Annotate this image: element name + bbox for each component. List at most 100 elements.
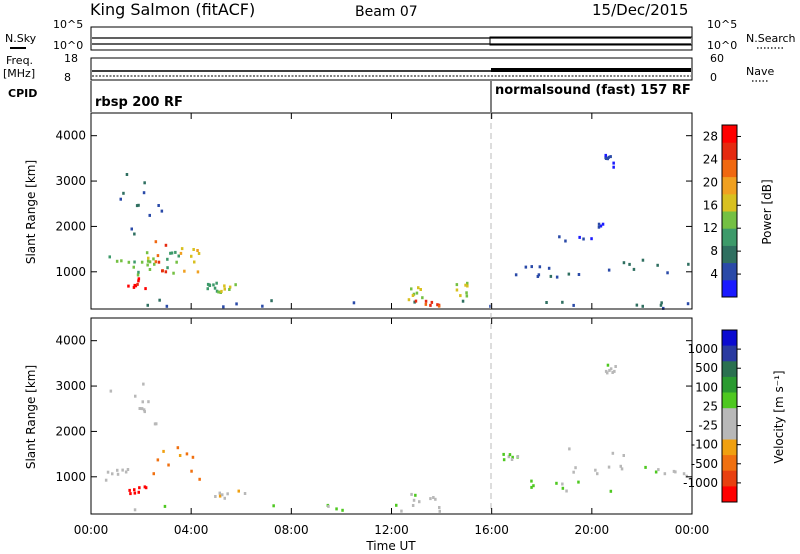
heatmap-cell bbox=[140, 260, 144, 264]
heatmap-cell bbox=[206, 282, 210, 286]
nsky-tick-high: 10^5 bbox=[53, 18, 83, 31]
heatmap-cell bbox=[565, 489, 568, 493]
heatmap-cell bbox=[141, 400, 144, 404]
heatmap-cell bbox=[597, 225, 601, 229]
heatmap-cell bbox=[174, 250, 177, 254]
velocity-panel: 1000 2000 3000 4000 Slant Range [km] 1000 50… bbox=[24, 317, 786, 515]
heatmap-cell bbox=[558, 235, 561, 239]
x-tick-label: 00:00 bbox=[74, 523, 109, 537]
power-frame bbox=[90, 112, 693, 310]
heatmap-cell bbox=[414, 299, 418, 303]
heatmap-cell bbox=[223, 496, 226, 500]
heatmap-cell bbox=[183, 269, 186, 273]
power-y-axis: 1000 2000 3000 4000 bbox=[55, 129, 692, 279]
nsearch-tick-low: 10^0 bbox=[707, 39, 737, 52]
heatmap-cell bbox=[327, 504, 330, 508]
heatmap-cell bbox=[143, 485, 147, 489]
heatmap-cell bbox=[146, 263, 149, 267]
heatmap-cell bbox=[662, 306, 665, 310]
colorbar-tick-label: 28 bbox=[703, 129, 718, 143]
y-tick-label: 2000 bbox=[55, 424, 86, 438]
beam-title: Beam 07 bbox=[355, 4, 418, 20]
heatmap-cell bbox=[164, 243, 168, 247]
y-tick-label: 4000 bbox=[55, 129, 86, 143]
heatmap-cell bbox=[612, 161, 615, 165]
heatmap-cell bbox=[196, 270, 200, 274]
heatmap-cell bbox=[196, 249, 199, 252]
heatmap-cell bbox=[136, 282, 139, 286]
colorbar-swatch bbox=[722, 376, 737, 393]
heatmap-cell bbox=[223, 287, 226, 291]
heatmap-cell bbox=[654, 470, 658, 474]
heatmap-cell bbox=[432, 496, 435, 499]
heatmap-cell bbox=[140, 407, 144, 411]
heatmap-cell bbox=[549, 274, 553, 278]
heatmap-cell bbox=[465, 291, 468, 295]
heatmap-cell bbox=[128, 488, 131, 492]
heatmap-cell bbox=[596, 472, 599, 476]
nave-tick-low: 0 bbox=[710, 71, 717, 84]
heatmap-cell bbox=[270, 299, 273, 303]
heatmap-cell bbox=[674, 470, 677, 474]
colorbar-tick-label: 20 bbox=[703, 175, 718, 189]
heatmap-cell bbox=[144, 287, 147, 291]
heatmap-cell bbox=[530, 265, 533, 269]
colorbar-tick-label: 24 bbox=[703, 152, 718, 166]
heatmap-cell bbox=[567, 272, 571, 276]
heatmap-cell bbox=[162, 449, 165, 453]
heatmap-cell bbox=[116, 472, 120, 476]
heatmap-cell bbox=[146, 303, 149, 307]
heatmap-cell bbox=[609, 489, 613, 493]
heatmap-cell bbox=[599, 224, 603, 228]
colorbar-tick-label: 100 bbox=[695, 380, 718, 394]
freq-frame bbox=[90, 57, 693, 81]
heatmap-cell bbox=[414, 493, 417, 497]
heatmap-cell bbox=[104, 478, 108, 482]
heatmap-cell bbox=[206, 287, 209, 291]
heatmap-cell bbox=[127, 260, 131, 264]
nsearch-label: N.Search bbox=[746, 32, 796, 45]
heatmap-cell bbox=[429, 303, 432, 307]
heatmap-cell bbox=[157, 260, 161, 264]
colorbar-swatch bbox=[722, 486, 737, 503]
heatmap-cell bbox=[145, 251, 149, 255]
heatmap-cell bbox=[641, 304, 644, 308]
heatmap-cell bbox=[577, 480, 580, 484]
colorbar-tick-label: 500 bbox=[695, 361, 718, 375]
y-tick-label: 2000 bbox=[55, 219, 86, 233]
heatmap-cell bbox=[614, 365, 617, 368]
heatmap-cell bbox=[537, 273, 541, 277]
heatmap-cell bbox=[108, 255, 111, 259]
heatmap-cell bbox=[125, 173, 129, 176]
time-x-axis: 00:00 04:00 08:00 12:00 16:00 20:00 00:00 bbox=[74, 113, 709, 537]
heatmap-cell bbox=[221, 493, 224, 497]
heatmap-cell bbox=[134, 284, 138, 288]
colorbar-tick-label: 12 bbox=[703, 221, 718, 235]
heatmap-cell bbox=[148, 268, 152, 271]
heatmap-cell bbox=[607, 465, 611, 469]
heatmap-cell bbox=[335, 507, 338, 511]
heatmap-cell bbox=[564, 239, 567, 243]
heatmap-cell bbox=[124, 470, 128, 474]
heatmap-cell bbox=[685, 474, 688, 478]
nsearch-box bbox=[489, 36, 693, 46]
heatmap-cell bbox=[228, 288, 231, 291]
heatmap-cell bbox=[568, 447, 571, 451]
colorbar-swatch bbox=[722, 392, 737, 409]
colorbar-swatch bbox=[722, 262, 737, 281]
colorbar-swatch bbox=[722, 361, 737, 378]
heatmap-cell bbox=[148, 213, 151, 217]
colorbar-swatch bbox=[722, 408, 737, 425]
heatmap-cell bbox=[237, 489, 240, 493]
heatmap-cell bbox=[524, 265, 528, 269]
heatmap-cell bbox=[137, 203, 140, 207]
heatmap-cell bbox=[413, 300, 416, 304]
heatmap-cell bbox=[142, 191, 146, 195]
heatmap-cell bbox=[604, 157, 608, 160]
colorbar-swatch bbox=[722, 439, 737, 456]
heatmap-cell bbox=[152, 472, 155, 476]
power-ylabel: Slant Range [km] bbox=[24, 160, 38, 264]
heatmap-cell bbox=[455, 288, 459, 292]
heatmap-cell bbox=[106, 470, 110, 474]
heatmap-cell bbox=[130, 227, 133, 231]
